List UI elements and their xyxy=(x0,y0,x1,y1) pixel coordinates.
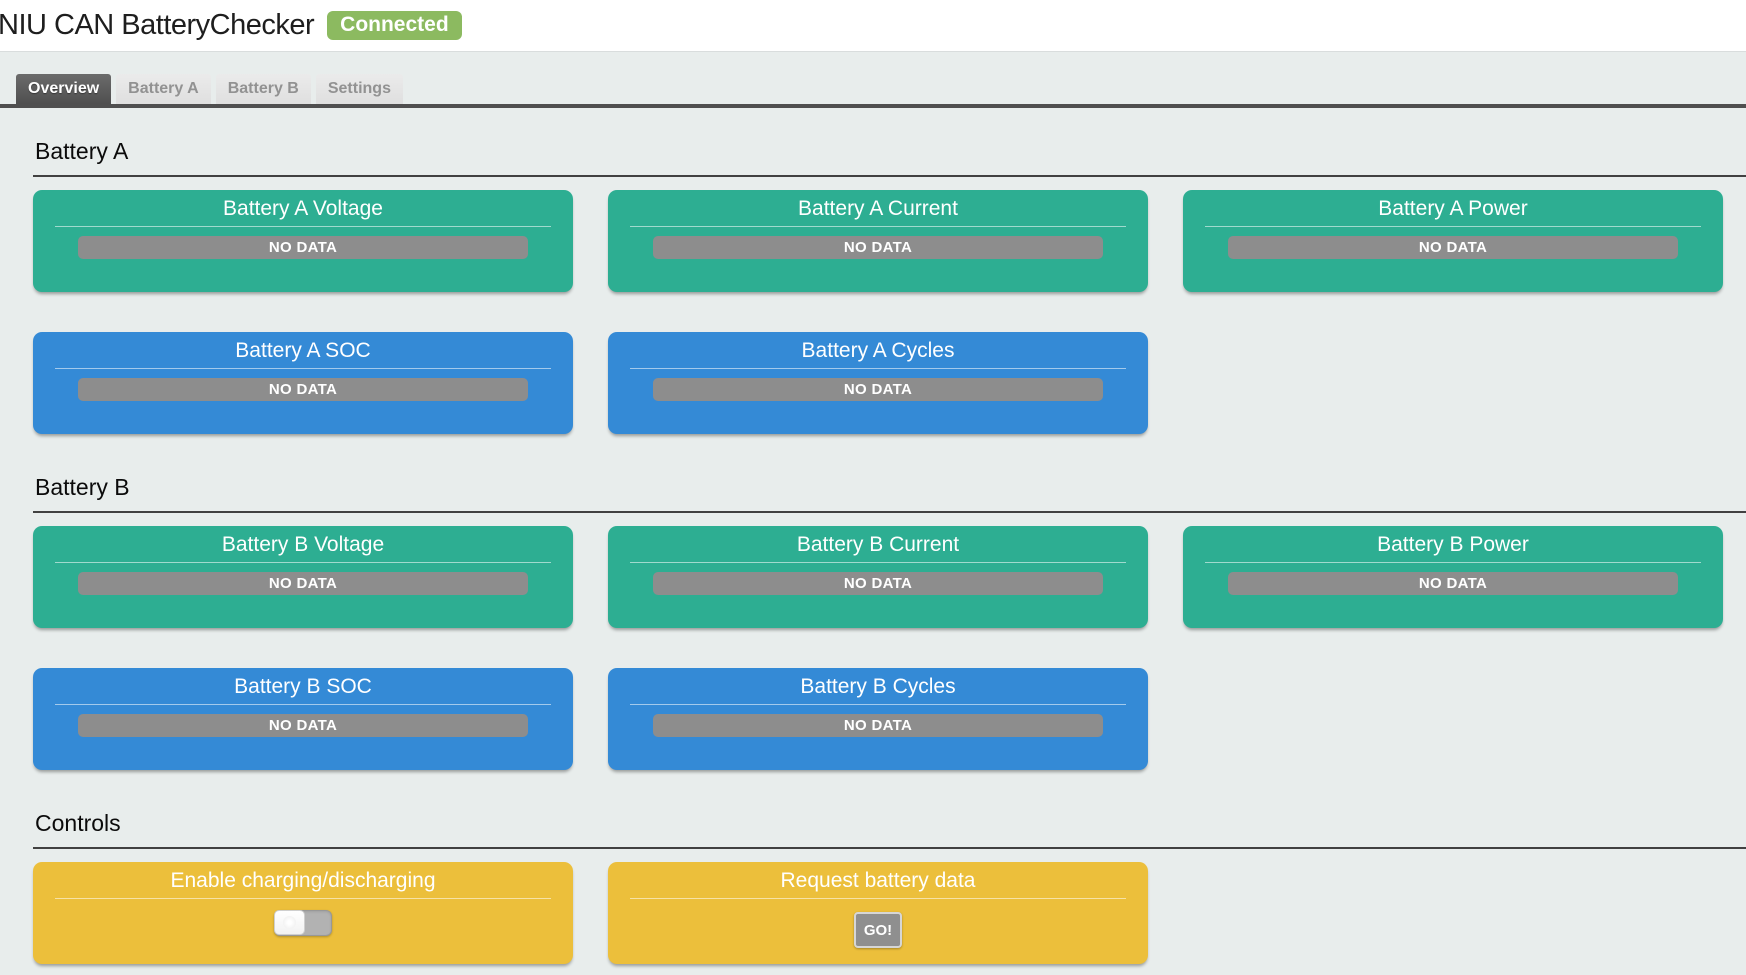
no-data-badge: NO DATA xyxy=(78,378,528,401)
metric-card-battery-a-current: Battery A Current NO DATA xyxy=(608,190,1148,292)
card-divider xyxy=(630,704,1126,705)
card-divider xyxy=(55,898,551,899)
card-title: Battery A Power xyxy=(1378,197,1528,220)
app-title: NIU CAN BatteryChecker xyxy=(0,9,315,41)
control-card-enable-charging: Enable charging/discharging xyxy=(33,862,573,964)
card-title: Battery A Current xyxy=(798,197,958,220)
tab-battery-a[interactable]: Battery A xyxy=(116,74,211,104)
section-battery-a: Battery A Battery A Voltage NO DATA Batt… xyxy=(0,140,1746,434)
card-title: Battery B Power xyxy=(1377,533,1529,556)
metric-card-battery-a-cycles: Battery A Cycles NO DATA xyxy=(608,332,1148,434)
card-title: Battery A Cycles xyxy=(801,339,955,362)
no-data-badge: NO DATA xyxy=(653,572,1103,595)
card-divider xyxy=(55,562,551,563)
section-rule xyxy=(33,175,1746,177)
charging-toggle-switch[interactable] xyxy=(274,910,332,936)
section-rule xyxy=(33,511,1746,513)
connection-status-badge: Connected xyxy=(327,11,462,40)
card-divider xyxy=(55,226,551,227)
card-divider xyxy=(55,704,551,705)
no-data-badge: NO DATA xyxy=(78,236,528,259)
battery-b-row-2: Battery B SOC NO DATA Battery B Cycles N… xyxy=(0,668,1746,770)
card-divider xyxy=(630,226,1126,227)
go-button[interactable]: GO! xyxy=(854,912,902,948)
metric-card-battery-b-voltage: Battery B Voltage NO DATA xyxy=(33,526,573,628)
tab-overview[interactable]: Overview xyxy=(16,74,112,104)
card-title: Battery B Voltage xyxy=(221,533,385,556)
card-divider xyxy=(630,562,1126,563)
no-data-badge: NO DATA xyxy=(653,378,1103,401)
card-title: Battery A Voltage xyxy=(223,197,383,220)
card-title: Battery B Cycles xyxy=(800,675,956,698)
metric-card-battery-a-power: Battery A Power NO DATA xyxy=(1183,190,1723,292)
card-divider xyxy=(630,898,1126,899)
controls-row: Enable charging/discharging Request batt… xyxy=(0,862,1746,964)
section-rule xyxy=(33,847,1746,849)
metric-card-battery-b-soc: Battery B SOC NO DATA xyxy=(33,668,573,770)
metric-card-battery-b-cycles: Battery B Cycles NO DATA xyxy=(608,668,1148,770)
section-controls: Controls Enable charging/discharging Req… xyxy=(0,812,1746,964)
tab-bar: Overview Battery A Battery B Settings xyxy=(0,74,1746,108)
card-title: Enable charging/discharging xyxy=(170,869,436,892)
card-title: Battery B SOC xyxy=(234,675,372,698)
metric-card-battery-b-current: Battery B Current NO DATA xyxy=(608,526,1148,628)
metric-card-battery-a-soc: Battery A SOC NO DATA xyxy=(33,332,573,434)
control-card-request-data: Request battery data GO! xyxy=(608,862,1148,964)
app-header: NIU CAN BatteryChecker Connected xyxy=(0,0,1746,52)
card-title: Request battery data xyxy=(780,869,976,892)
card-title: Battery A SOC xyxy=(235,339,371,362)
tab-settings[interactable]: Settings xyxy=(315,74,403,104)
no-data-badge: NO DATA xyxy=(1228,572,1678,595)
section-heading-controls: Controls xyxy=(35,810,121,836)
no-data-badge: NO DATA xyxy=(653,236,1103,259)
card-title: Battery B Current xyxy=(796,533,960,556)
card-divider xyxy=(55,368,551,369)
metric-card-battery-a-voltage: Battery A Voltage NO DATA xyxy=(33,190,573,292)
metric-card-battery-b-power: Battery B Power NO DATA xyxy=(1183,526,1723,628)
no-data-badge: NO DATA xyxy=(78,714,528,737)
card-divider xyxy=(1205,226,1701,227)
no-data-badge: NO DATA xyxy=(78,572,528,595)
section-heading-battery-a: Battery A xyxy=(35,138,129,164)
no-data-badge: NO DATA xyxy=(653,714,1103,737)
no-data-badge: NO DATA xyxy=(1228,236,1678,259)
battery-a-row-1: Battery A Voltage NO DATA Battery A Curr… xyxy=(0,190,1746,292)
toggle-knob[interactable] xyxy=(274,910,305,935)
section-battery-b: Battery B Battery B Voltage NO DATA Batt… xyxy=(0,476,1746,770)
tab-battery-b[interactable]: Battery B xyxy=(215,74,311,104)
battery-a-row-2: Battery A SOC NO DATA Battery A Cycles N… xyxy=(0,332,1746,434)
card-divider xyxy=(630,368,1126,369)
card-divider xyxy=(1205,562,1701,563)
battery-b-row-1: Battery B Voltage NO DATA Battery B Curr… xyxy=(0,526,1746,628)
section-heading-battery-b: Battery B xyxy=(35,474,130,500)
